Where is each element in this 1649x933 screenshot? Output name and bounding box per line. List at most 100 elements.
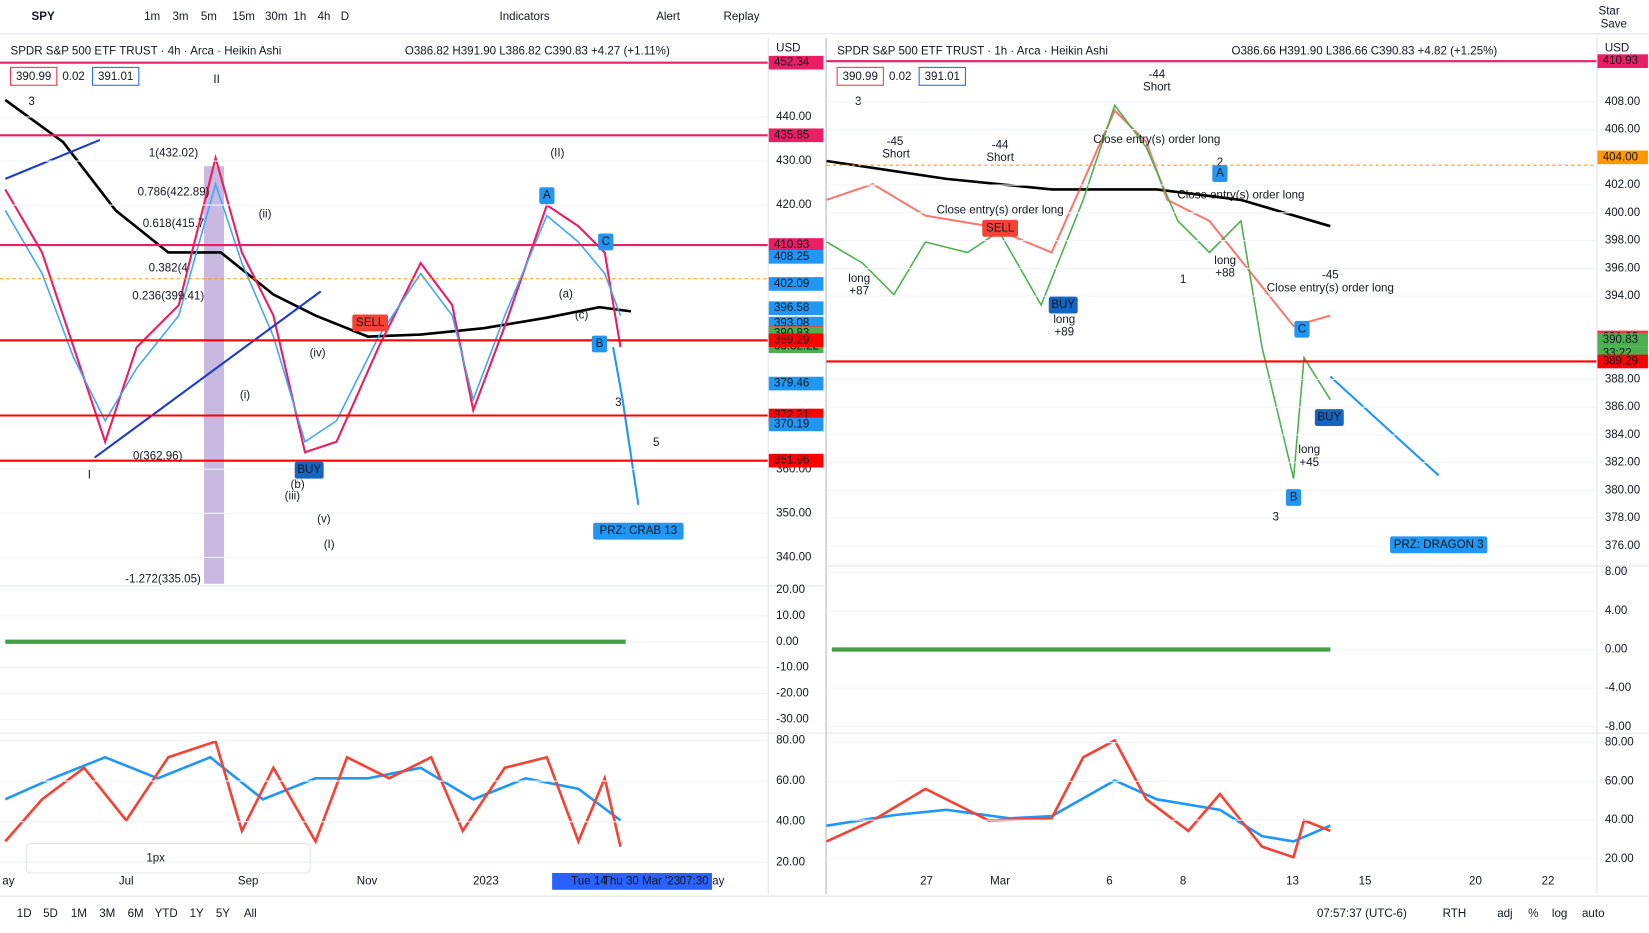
range-button[interactable]: YTD: [155, 908, 178, 920]
y-tick-label: 402.00: [1605, 179, 1640, 191]
y-tick-label: 0.00: [776, 636, 798, 648]
annotation: A: [1216, 168, 1224, 180]
quote[interactable]: 390.99: [843, 71, 878, 83]
account[interactable]: Star: [1599, 6, 1620, 18]
annotation: (I): [324, 539, 335, 551]
status-item[interactable]: %: [1528, 908, 1538, 920]
interval[interactable]: 1h: [293, 11, 306, 23]
status-item[interactable]: log: [1552, 908, 1567, 920]
annotation: B: [596, 338, 604, 350]
price-label-text: 396.58: [774, 302, 809, 314]
y-tick-label: 440.00: [776, 111, 811, 123]
range-button[interactable]: 1M: [71, 908, 87, 920]
x-tick-label: ay: [2, 875, 14, 887]
trend-line: [94, 290, 322, 459]
annotation: (i): [240, 390, 250, 402]
price-line: [826, 103, 1332, 479]
annotation: B: [1290, 492, 1298, 504]
quote[interactable]: 390.99: [16, 71, 51, 83]
ohlc: O386.82 H391.90 L386.82 C390.83 +4.27 (+…: [405, 46, 670, 58]
x-tick-label: ay: [712, 875, 724, 887]
top-bar: [0, 0, 1649, 34]
status-item[interactable]: RTH: [1443, 908, 1467, 920]
annotation: (v): [317, 514, 331, 526]
annotation: I: [88, 469, 91, 481]
annotation: BUY: [1051, 299, 1075, 311]
quote[interactable]: 391.01: [925, 71, 960, 83]
price-label: [768, 453, 824, 468]
annotation: (ii): [259, 209, 272, 221]
annotation: C: [602, 236, 610, 248]
range-button[interactable]: 5D: [43, 908, 58, 920]
price-label: [768, 249, 824, 264]
x-tick-label: 07:30: [680, 875, 709, 887]
range-button[interactable]: 6M: [128, 908, 144, 920]
quote[interactable]: 391.01: [98, 71, 133, 83]
annotation: +45: [1300, 457, 1320, 469]
symbol[interactable]: SPY: [32, 11, 55, 23]
status-item[interactable]: auto: [1582, 908, 1604, 920]
drawing-toolbar[interactable]: [25, 842, 311, 874]
interval[interactable]: D: [341, 11, 349, 23]
annotation: Short: [986, 152, 1014, 164]
annotation: long: [1214, 255, 1236, 267]
range-button[interactable]: 5Y: [216, 908, 230, 920]
toolbar-button[interactable]: Alert: [656, 11, 681, 23]
y-tick-label: 60.00: [776, 775, 805, 787]
annotation: -44: [1148, 69, 1165, 81]
range-button[interactable]: 1Y: [190, 908, 204, 920]
annotation: +88: [1215, 268, 1235, 280]
annotation: II: [213, 74, 219, 86]
annotation: 1: [1180, 274, 1186, 286]
quote-box: [92, 66, 140, 86]
toolbar-button[interactable]: Replay: [724, 11, 760, 23]
quote[interactable]: 0.02: [62, 71, 84, 83]
y-tick-label: 398.00: [1605, 235, 1640, 247]
range-button[interactable]: All: [244, 908, 257, 920]
interval[interactable]: 5m: [201, 11, 217, 23]
interval[interactable]: 30m: [265, 11, 287, 23]
save[interactable]: Save: [1601, 18, 1627, 30]
currency: USD: [776, 43, 800, 55]
legend-count[interactable]: 3: [28, 96, 34, 108]
line-width[interactable]: 1px: [146, 852, 165, 864]
price-label-text: 379.46: [774, 378, 809, 390]
price-label: [768, 277, 824, 291]
price-label-text: 404.00: [1603, 151, 1638, 163]
interval[interactable]: 4h: [318, 11, 331, 23]
range-button[interactable]: 1D: [17, 908, 32, 920]
y-tick-label: 386.00: [1605, 401, 1640, 413]
annotation: (iv): [310, 347, 326, 359]
trend-line: [4, 138, 101, 180]
annotation: Short: [1143, 81, 1171, 93]
annotation: PRZ: DRAGON 3: [1394, 539, 1484, 551]
quote[interactable]: 0.02: [889, 71, 911, 83]
annotation: C: [1298, 323, 1306, 335]
annotation: Short: [882, 149, 910, 161]
price-label-text: 410.93: [774, 239, 809, 251]
rsi-line: [826, 738, 1331, 859]
interval[interactable]: 15m: [232, 11, 254, 23]
interval[interactable]: 3m: [172, 11, 188, 23]
status-item[interactable]: 07:57:37 (UTC-6): [1317, 908, 1407, 920]
status-item[interactable]: adj: [1497, 908, 1512, 920]
range-button[interactable]: 3M: [99, 908, 115, 920]
price-label: [768, 128, 824, 143]
annotation: 2: [1217, 157, 1223, 169]
price-label-text: 390.83: [1603, 334, 1638, 346]
price-label-text: 389.29: [1603, 356, 1638, 368]
annotation: 0(362.96): [133, 451, 183, 463]
y-tick-label: -4.00: [1605, 682, 1631, 694]
y-tick-label: 400.00: [1605, 207, 1640, 219]
price-label: [768, 376, 824, 391]
annotation-box: [593, 522, 684, 540]
interval[interactable]: 1m: [144, 11, 160, 23]
x-tick-label: 15: [1359, 875, 1372, 887]
y-tick-label: 40.00: [776, 816, 805, 828]
price-label-text: 410.93: [1603, 55, 1638, 67]
y-tick-label: -20.00: [776, 688, 809, 700]
annotation: 1(432.02): [149, 148, 199, 160]
y-tick-label: 350.00: [776, 507, 811, 519]
annotation: A: [543, 190, 551, 202]
toolbar-button[interactable]: Indicators: [500, 11, 550, 23]
